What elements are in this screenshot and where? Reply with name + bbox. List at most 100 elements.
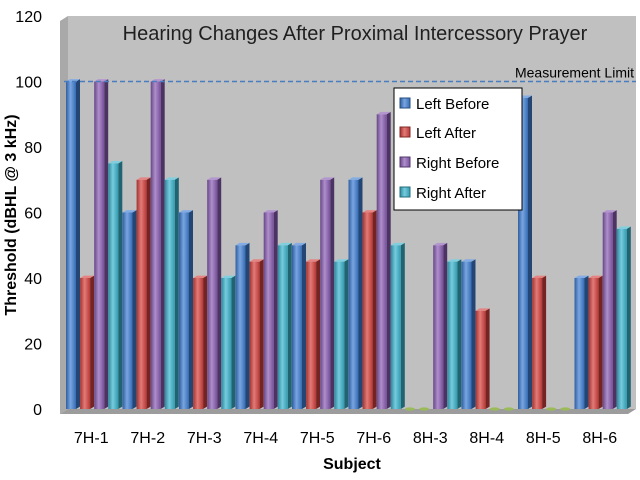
- legend-swatch-left-after: [399, 126, 411, 138]
- y-axis-ticks: 0 20 40 60 80 100 120: [15, 9, 42, 419]
- bar-side: [626, 226, 631, 409]
- bar-right-after: [164, 177, 179, 409]
- bar-left-before: [179, 210, 193, 409]
- bar-face: [518, 97, 528, 409]
- bar-face: [263, 212, 274, 409]
- bar-face: [390, 245, 401, 409]
- bar-side: [542, 275, 547, 409]
- bar-right-before: [207, 177, 222, 409]
- bar-right-before: [376, 111, 391, 409]
- bar-side: [76, 79, 80, 409]
- bar-face: [320, 179, 331, 409]
- measurement-limit-label: Measurement Limit: [515, 65, 634, 81]
- chart-title: Hearing Changes After Proximal Intercess…: [123, 23, 588, 45]
- bar-right-before: [602, 210, 617, 409]
- bar-top: [136, 177, 151, 180]
- bar-top: [334, 259, 349, 262]
- bar-face: [235, 245, 246, 409]
- x-tick-label: 8H-6: [582, 430, 617, 447]
- bar-face: [334, 261, 345, 409]
- x-tick-label: 7H-1: [74, 430, 109, 447]
- bar-face: [362, 212, 373, 409]
- legend-label-right-after: Right After: [416, 185, 486, 202]
- bar-face: [193, 278, 204, 409]
- bar-face: [122, 212, 133, 409]
- legend-swatch-right-after: [399, 186, 411, 198]
- bar-face: [108, 163, 119, 409]
- y-tick-label: 100: [15, 75, 42, 92]
- bar-right-after: [108, 160, 123, 409]
- bar-face: [475, 310, 486, 409]
- x-tick-label: 7H-4: [243, 430, 278, 447]
- bar-top: [179, 210, 193, 213]
- legend-label-left-after: Left After: [416, 125, 476, 142]
- bar-right-before-zero: [489, 407, 500, 411]
- bar-top: [277, 242, 292, 246]
- x-tick-label: 7H-2: [130, 430, 165, 447]
- bar-left-before-zero: [405, 407, 415, 411]
- bar-face: [80, 278, 91, 409]
- x-tick-label: 7H-3: [187, 430, 222, 447]
- bar-left-before: [66, 79, 80, 409]
- bar-top: [292, 242, 306, 246]
- bar-face: [136, 179, 147, 409]
- bar-right-after: [390, 242, 405, 409]
- bar-right-before: [263, 210, 278, 409]
- y-tick-label: 60: [24, 206, 42, 223]
- bar-left-after: [588, 275, 603, 409]
- bar-right-after: [447, 259, 462, 409]
- bar-face: [447, 261, 458, 409]
- bar-side: [372, 210, 377, 409]
- bar-side: [90, 275, 95, 409]
- bar-side: [386, 111, 391, 409]
- bar-left-after: [193, 275, 208, 409]
- bar-top: [574, 275, 589, 278]
- bar-side: [287, 242, 292, 409]
- bar-face: [348, 179, 359, 409]
- bar-left-before: [348, 177, 363, 409]
- bar-side: [160, 79, 165, 409]
- bar-side: [485, 308, 490, 409]
- bar-side: [584, 275, 589, 409]
- bar-side: [330, 177, 335, 409]
- bar-right-after: [277, 242, 292, 409]
- bar-top: [616, 226, 631, 229]
- bar-side: [528, 95, 532, 409]
- bar-left-after: [306, 259, 321, 409]
- bar-face: [164, 179, 175, 409]
- bar-face: [221, 278, 232, 409]
- bar-face: [150, 81, 161, 409]
- bar-side: [174, 177, 179, 409]
- bar-right-after: [616, 226, 631, 409]
- bar-right-after-zero: [503, 407, 514, 411]
- bar-left-after: [362, 210, 377, 409]
- bar-top: [588, 275, 603, 278]
- bar-side: [104, 79, 109, 409]
- bar-right-before: [320, 177, 335, 409]
- bar-top: [207, 177, 222, 180]
- bar-right-after-zero: [560, 407, 571, 411]
- y-axis-title: Threshold (dBHL @ 3 kHz): [3, 114, 20, 315]
- bar-face: [292, 245, 302, 409]
- y-tick-label: 40: [24, 271, 42, 288]
- legend-item-right-before: Right Before: [399, 155, 499, 172]
- bar-top: [461, 259, 476, 262]
- bar-left-after: [532, 275, 547, 409]
- bar-top: [390, 242, 405, 246]
- bar-side: [443, 242, 448, 409]
- bar-face: [574, 278, 585, 409]
- x-tick-label: 8H-5: [526, 430, 561, 447]
- bar-side: [358, 177, 363, 409]
- y-tick-label: 20: [24, 337, 42, 354]
- bar-side: [316, 259, 321, 409]
- bar-face: [94, 81, 105, 409]
- bar-top: [108, 160, 123, 164]
- bar-face: [179, 212, 189, 409]
- legend-swatch-left-before: [399, 97, 411, 109]
- bar-side: [471, 259, 476, 409]
- bar-top: [532, 275, 547, 278]
- bar-face: [306, 261, 317, 409]
- bar-left-after: [475, 308, 490, 409]
